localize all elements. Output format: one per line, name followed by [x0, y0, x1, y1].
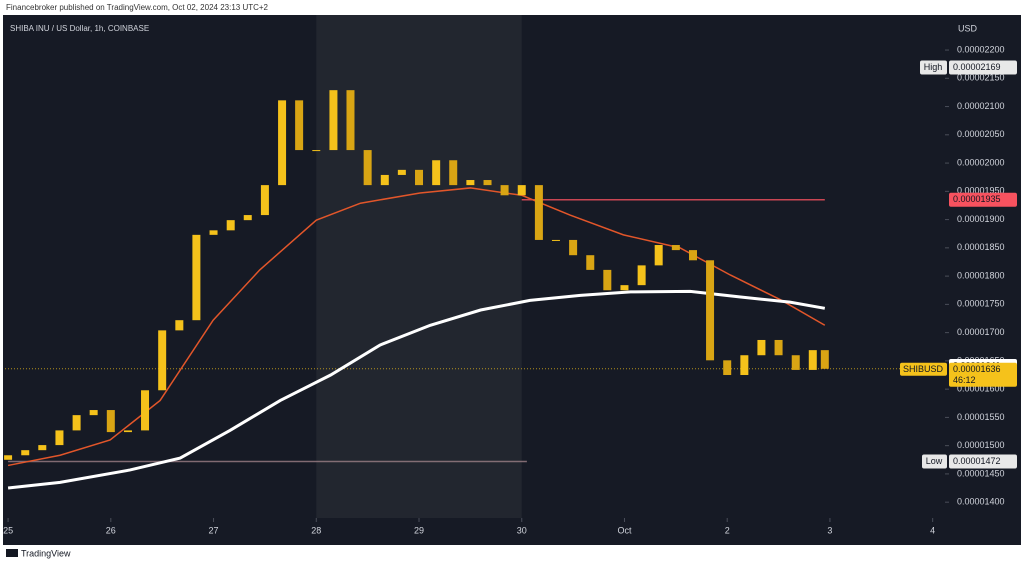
- y-tick-label: 0.00001950: [957, 186, 1005, 196]
- y-tick-label: 0.00001600: [957, 384, 1005, 394]
- candle-body: [89, 410, 98, 416]
- candle-body: [380, 174, 389, 186]
- candle-body: [688, 250, 697, 261]
- candle-body: [654, 245, 663, 266]
- y-tick-label: 0.00002100: [957, 101, 1005, 111]
- y-tick-label: 0.00001850: [957, 242, 1005, 252]
- candle-body: [4, 455, 13, 460]
- candle-body: [397, 169, 406, 175]
- footer-logo: [6, 549, 18, 557]
- x-tick-label: 3: [827, 525, 832, 535]
- low-box: [949, 454, 1017, 469]
- y-tick-label: 0.00001450: [957, 468, 1005, 478]
- plot: 0.00001400 0.00001450 0.00001500 0.00001550…: [3, 15, 1021, 545]
- candle-body: [586, 255, 595, 270]
- candle-body: [637, 265, 646, 286]
- brand: TradingView: [21, 548, 71, 558]
- candle-body: [740, 355, 749, 376]
- high-value: 0.00002169: [953, 62, 1001, 72]
- y-tick-label: 0.00001550: [957, 412, 1005, 422]
- candle-body: [192, 234, 201, 321]
- candle-body: [226, 220, 235, 231]
- y-tick-label: 0.00001800: [957, 270, 1005, 280]
- high-tag: [920, 60, 947, 75]
- low-value: 0.00001472: [953, 456, 1001, 466]
- y-tick-label: 0.00001900: [957, 214, 1005, 224]
- level-value: 0.00001935: [953, 194, 1001, 204]
- high-tag-label: High: [924, 62, 943, 72]
- candle-body: [449, 160, 458, 186]
- low-tag-label: Low: [926, 456, 943, 466]
- x-tick-label: 4: [930, 525, 935, 535]
- candle-body: [603, 269, 612, 291]
- x-tick-label: Oct: [617, 525, 632, 535]
- low-tag: [922, 454, 947, 469]
- candle-body: [295, 100, 304, 151]
- countdown: 46:12: [953, 375, 976, 385]
- candle-body: [757, 339, 766, 356]
- y-tick-label: 0.00001700: [957, 327, 1005, 337]
- last-box: [949, 362, 1017, 387]
- candle-body: [569, 239, 578, 256]
- x-tick-label: 26: [106, 525, 116, 535]
- y-tick-label: 0.00002150: [957, 73, 1005, 83]
- candle-body: [620, 285, 629, 291]
- candle-body: [158, 330, 167, 391]
- candle-body: [363, 150, 372, 186]
- candle-body: [483, 180, 492, 186]
- candle-body: [312, 150, 321, 152]
- y-tick-label: 0.00002200: [957, 44, 1005, 54]
- candle-body: [243, 215, 252, 221]
- candle-body: [106, 410, 115, 433]
- y-tick-label: 0.00002000: [957, 157, 1005, 167]
- candle-body: [466, 180, 475, 186]
- level-box: [949, 192, 1017, 207]
- logo-mark: [6, 549, 18, 557]
- x-tick-label: 2: [725, 525, 730, 535]
- last-value: 0.00001636: [953, 364, 1001, 374]
- candle-body: [21, 450, 30, 456]
- candle-body: [346, 90, 355, 151]
- candle-body: [415, 169, 424, 186]
- y-tick-label: 0.00001400: [957, 497, 1005, 507]
- candle-body: [260, 185, 269, 216]
- currency: USD: [958, 23, 978, 33]
- symbol-tag-label: SHIBUSD: [903, 364, 944, 374]
- candle-body: [278, 100, 287, 186]
- symbol-title: SHIBA INU / US Dollar, 1h, COINBASE: [10, 24, 149, 33]
- y-tick-label: 0.00001750: [957, 299, 1005, 309]
- x-tick-label: 30: [517, 525, 527, 535]
- candle-body: [175, 320, 184, 331]
- high-box: [949, 60, 1017, 75]
- candle-body: [123, 430, 132, 433]
- candle-body: [706, 260, 715, 361]
- y-tick-label: 0.00002050: [957, 129, 1005, 139]
- x-tick-label: 29: [414, 525, 424, 535]
- candle-body: [55, 430, 64, 446]
- candle-body: [209, 230, 218, 235]
- symbol-tag: [900, 362, 947, 376]
- candle-body: [329, 90, 338, 151]
- candle-body: [551, 239, 560, 241]
- candle-body: [534, 185, 543, 240]
- x-tick-label: 25: [3, 525, 13, 535]
- candle-body: [774, 339, 783, 356]
- candle-body: [141, 390, 150, 431]
- candle-body: [791, 355, 800, 370]
- candle-body: [517, 185, 526, 196]
- candle-body: [72, 415, 81, 431]
- candle-body: [432, 160, 441, 186]
- candle-body: [38, 445, 47, 451]
- y-tick-label: 0.00001500: [957, 440, 1005, 450]
- candle-body: [500, 185, 509, 196]
- candle-body: [820, 350, 829, 369]
- candle-body: [723, 360, 732, 376]
- x-tick-label: 28: [311, 525, 321, 535]
- x-tick-label: 27: [209, 525, 219, 535]
- publish-info: Financebroker published on TradingView.c…: [6, 3, 269, 12]
- candle-body: [671, 245, 680, 251]
- candle-body: [808, 350, 817, 370]
